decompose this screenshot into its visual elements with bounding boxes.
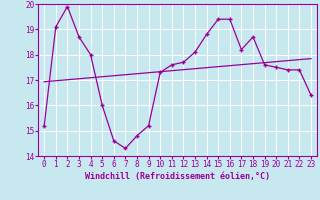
X-axis label: Windchill (Refroidissement éolien,°C): Windchill (Refroidissement éolien,°C) bbox=[85, 172, 270, 181]
